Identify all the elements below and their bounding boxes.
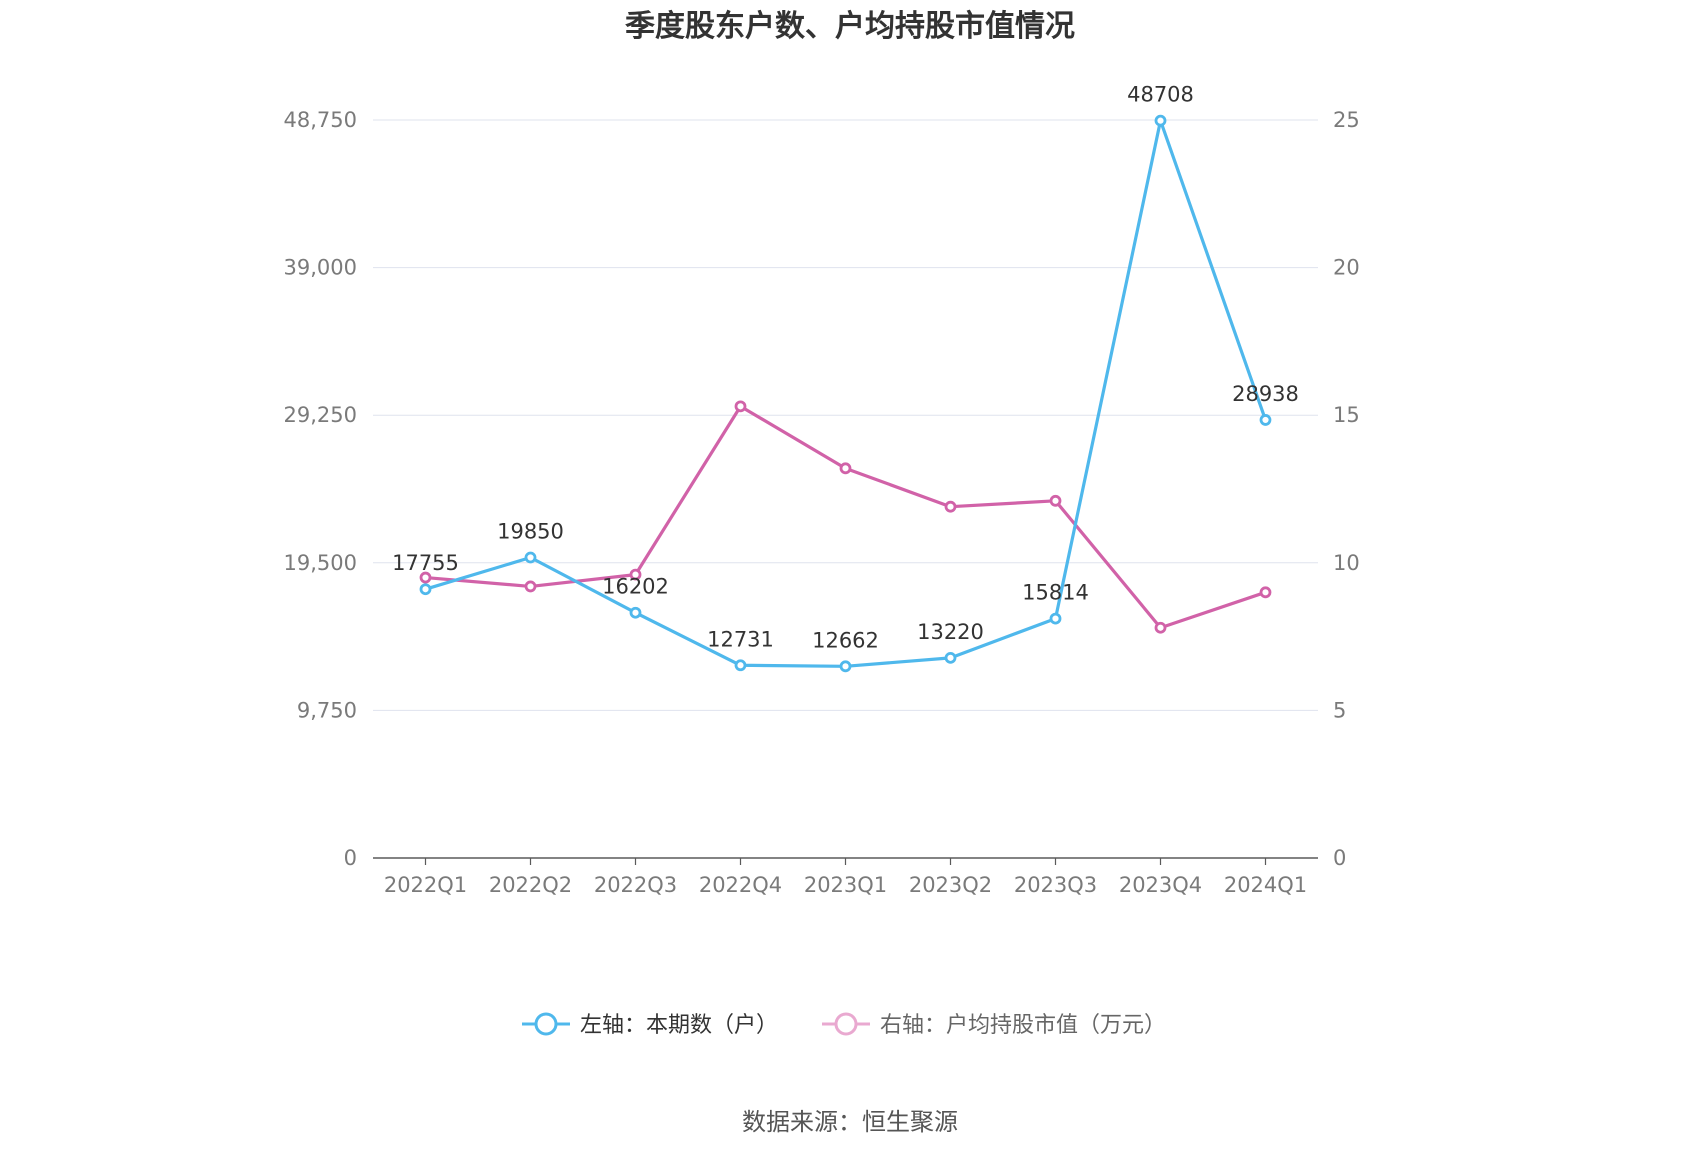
- x-tick-label: 2023Q4: [1119, 873, 1202, 897]
- x-tick-label: 2024Q1: [1224, 873, 1307, 897]
- left-tick-label: 29,250: [284, 403, 357, 427]
- x-tick-label: 2023Q3: [1014, 873, 1097, 897]
- left-tick-label: 19,500: [284, 551, 357, 575]
- x-tick-label: 2022Q2: [489, 873, 572, 897]
- data-point-right[interactable]: [839, 462, 852, 475]
- data-label: 19850: [497, 520, 564, 544]
- series-points: [419, 114, 1272, 673]
- left-axis: 0 9,750 19,500 29,250 39,000 48,750: [284, 108, 357, 870]
- data-label: 16202: [602, 575, 669, 599]
- data-label: 17755: [392, 551, 459, 575]
- x-tick-label: 2023Q2: [909, 873, 992, 897]
- data-point-right[interactable]: [734, 400, 747, 413]
- chart-title: 季度股东户数、户均持股市值情况: [625, 9, 1075, 44]
- left-tick-label: 48,750: [284, 108, 357, 132]
- source-note: 数据来源：恒生聚源: [742, 1108, 958, 1136]
- right-tick-label: 5: [1333, 698, 1346, 722]
- x-axis: 2022Q1 2022Q2 2022Q3 2022Q4 2023Q1 2023Q2 2023…: [384, 858, 1307, 897]
- right-tick-label: 0: [1333, 846, 1346, 870]
- data-point-left[interactable]: [1259, 414, 1272, 426]
- data-point-right[interactable]: [1154, 621, 1167, 634]
- x-tick-label: 2022Q4: [699, 873, 782, 897]
- data-point-left[interactable]: [839, 660, 852, 673]
- legend-item-left-series[interactable]: 左轴：本期数（户）: [522, 1012, 778, 1038]
- series-line-right: [425, 404, 1267, 630]
- x-tick-label: 2022Q3: [594, 873, 677, 897]
- series-lines: [425, 119, 1268, 668]
- data-point-left[interactable]: [1049, 612, 1062, 625]
- left-tick-label: 39,000: [284, 256, 357, 280]
- data-point-left[interactable]: [734, 659, 747, 672]
- right-tick-label: 15: [1333, 403, 1360, 427]
- data-point-right[interactable]: [419, 571, 432, 584]
- right-axis: 0 5 10 15 20 25: [1333, 108, 1360, 870]
- data-point-left[interactable]: [524, 551, 537, 564]
- data-label: 12731: [707, 627, 774, 651]
- data-point-right[interactable]: [524, 580, 537, 593]
- data-point-left[interactable]: [944, 651, 957, 664]
- data-label: 15814: [1022, 581, 1089, 605]
- data-label: 28938: [1232, 382, 1299, 406]
- left-tick-label: 9,750: [297, 698, 357, 722]
- data-point-left[interactable]: [629, 606, 642, 619]
- legend-item-right-series[interactable]: 右轴：户均持股市值（万元）: [822, 1012, 1166, 1038]
- legend-marker-left: [534, 1012, 558, 1036]
- x-tick-label: 2022Q1: [384, 873, 467, 897]
- data-label: 12662: [812, 628, 879, 652]
- data-label: 13220: [917, 620, 984, 644]
- legend-marker-right: [834, 1012, 858, 1036]
- data-point-left[interactable]: [1154, 114, 1167, 127]
- data-point-right[interactable]: [1049, 494, 1062, 507]
- data-label: 48708: [1127, 83, 1194, 107]
- data-point-right[interactable]: [1259, 586, 1272, 599]
- left-tick-label: 0: [344, 846, 357, 870]
- data-point-right[interactable]: [629, 568, 642, 581]
- data-point-left[interactable]: [419, 583, 432, 596]
- data-point-right[interactable]: [944, 500, 957, 513]
- legend[interactable]: 左轴：本期数（户） 右轴：户均持股市值（万元）: [522, 1012, 1166, 1038]
- right-tick-label: 20: [1333, 256, 1360, 280]
- legend-label-right: 右轴：户均持股市值（万元）: [880, 1013, 1166, 1038]
- right-tick-label: 10: [1333, 551, 1360, 575]
- data-labels: 17755 19850 16202 12731 12662 13220 15814 48708…: [392, 83, 1299, 653]
- x-tick-label: 2023Q1: [804, 873, 887, 897]
- legend-label-left: 左轴：本期数（户）: [580, 1013, 778, 1038]
- right-tick-label: 25: [1333, 108, 1360, 132]
